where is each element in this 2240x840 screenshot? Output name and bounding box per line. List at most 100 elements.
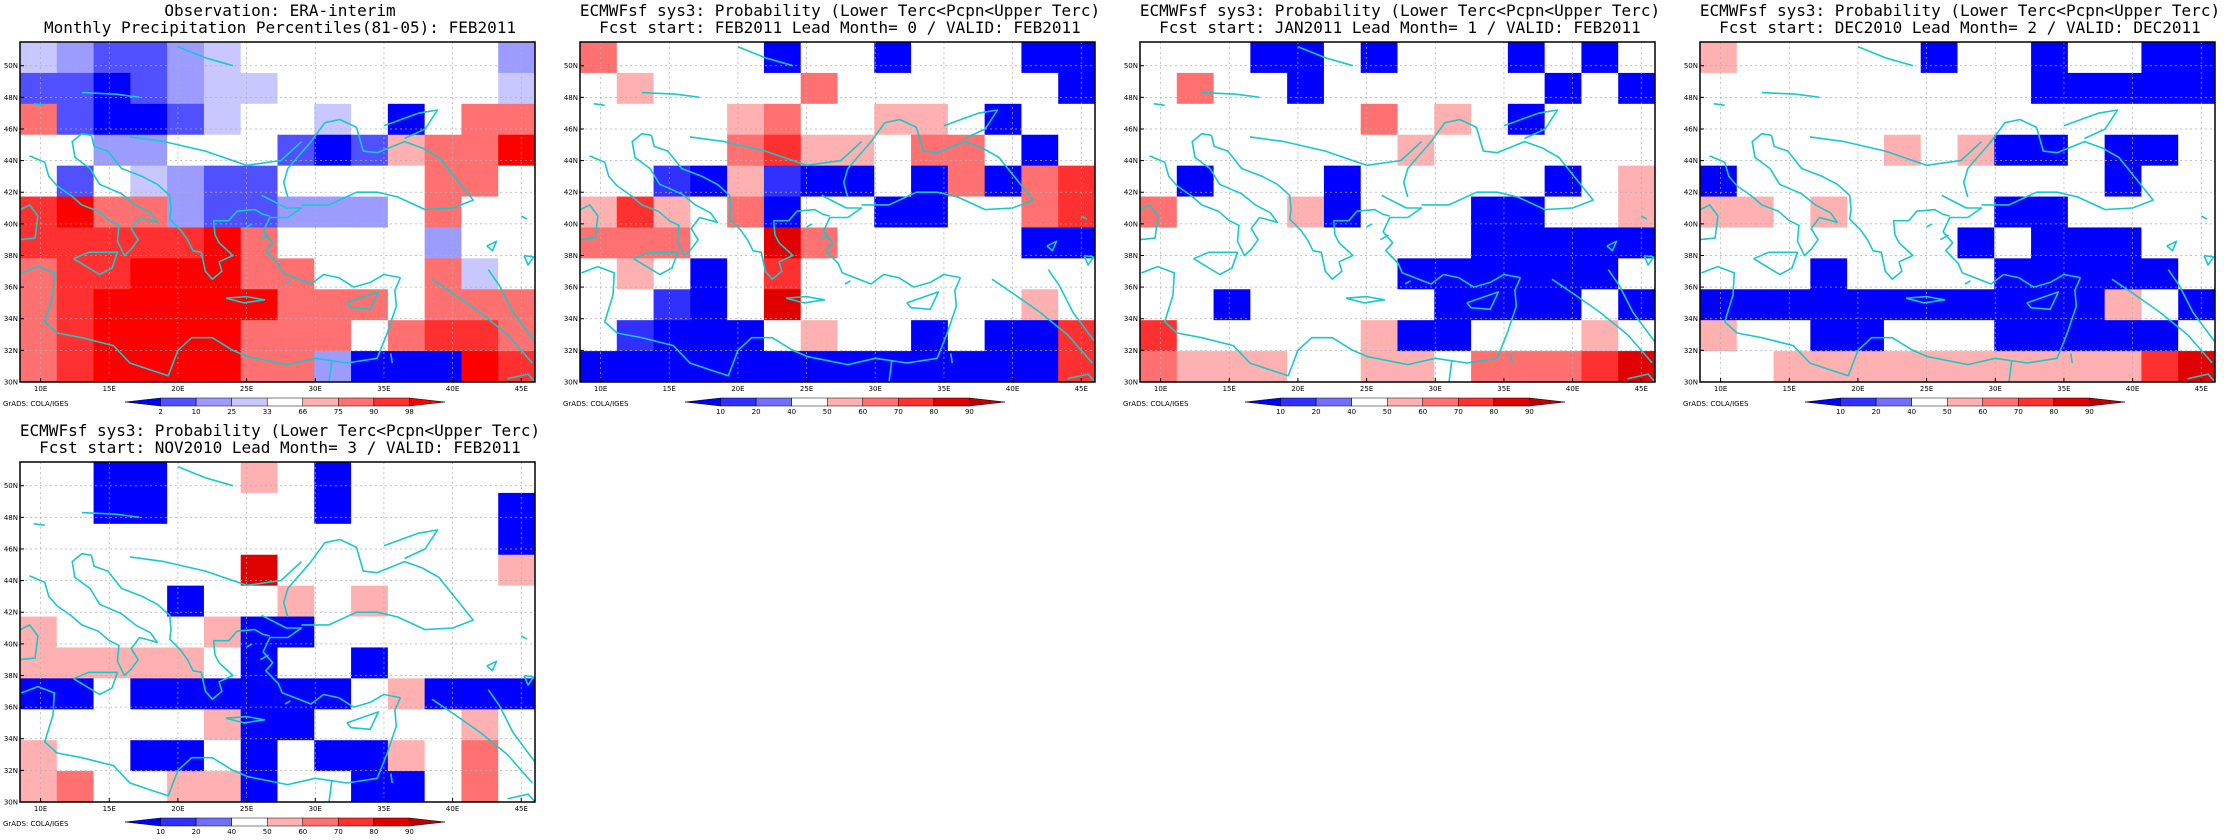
grid-cell <box>461 289 499 321</box>
grid-cell <box>763 165 802 197</box>
grid-cell <box>1058 72 1096 105</box>
panel-title-line2: Fcst start: FEB2011 Lead Month= 0 / VALI… <box>599 18 1081 37</box>
grid-cell <box>1581 134 1619 167</box>
grid-cell <box>1994 72 2032 105</box>
grid-cell <box>277 72 315 105</box>
grid-cell <box>93 585 131 617</box>
grid-cell <box>314 320 352 352</box>
grid-cell <box>20 289 58 321</box>
grid-cell <box>56 351 94 383</box>
grid-cell <box>1397 103 1435 136</box>
colorbar-label: 98 <box>405 408 414 416</box>
grid-cell <box>1176 42 1214 74</box>
grid-cell <box>1250 320 1288 352</box>
grid-cell <box>984 289 1022 321</box>
probability-map: 50N 48N 46N 44N 42N 40N 38N 36N 34N 32N 30N 10E 15E 2… <box>4 461 536 836</box>
grid-cell <box>1058 103 1096 136</box>
grid-cell <box>2104 320 2142 352</box>
lon-label: 30E <box>1989 385 2002 393</box>
lon-label: 20E <box>1291 385 1304 393</box>
coastline <box>1926 223 1933 228</box>
colorbar-segment <box>160 817 197 827</box>
coastline <box>821 194 961 288</box>
grid-cell <box>763 72 802 105</box>
grid-cell <box>1434 165 1472 197</box>
coastline <box>1669 153 1680 246</box>
coastline <box>328 361 333 382</box>
grid-cell <box>911 289 949 321</box>
grid-cell <box>2178 103 2216 136</box>
grid-cell <box>1507 227 1546 259</box>
colorbar-label: 10 <box>1836 408 1845 416</box>
grid-cell <box>947 258 986 290</box>
grid-cell <box>20 165 58 197</box>
grid-cell <box>93 462 131 494</box>
grid-cell <box>2031 227 2069 259</box>
grid-cell <box>1287 103 1325 136</box>
coastline <box>1503 109 1559 140</box>
grid-cell <box>1544 196 1582 228</box>
coastline <box>1047 269 1095 344</box>
coastline <box>90 135 271 281</box>
grid-cell <box>1810 42 1848 74</box>
colorbar-label: 50 <box>263 828 272 836</box>
grid-cell <box>1544 42 1582 74</box>
grid-cell <box>1176 196 1214 228</box>
grid-cell <box>947 227 986 259</box>
map-frame <box>19 41 536 383</box>
grid-cell <box>1021 72 1059 105</box>
colorbar-label: 50 <box>823 408 832 416</box>
grid-cell <box>1250 289 1288 321</box>
grid-cell <box>1957 227 1995 259</box>
grid-cell <box>763 42 802 74</box>
grid-cell <box>2031 42 2069 74</box>
grid-cell <box>1773 227 1811 259</box>
coastline <box>1713 102 1725 107</box>
coastline <box>29 552 159 677</box>
lon-label: 15E <box>103 385 116 393</box>
grid-cell <box>424 320 462 352</box>
grid-cell <box>653 42 691 74</box>
grid-cell <box>461 258 499 290</box>
grid-cell <box>203 103 242 136</box>
grid-cell <box>314 72 352 105</box>
grid-cell <box>56 492 94 525</box>
grid-cell <box>1360 320 1398 352</box>
grid-cell <box>424 351 462 383</box>
grid-cell <box>167 227 205 259</box>
lon-label: 35E <box>377 385 390 393</box>
grid-cell <box>653 351 691 383</box>
coastline <box>950 353 953 364</box>
colorbar-label: 20 <box>192 828 201 836</box>
coastline <box>2229 153 2240 246</box>
grid-cell <box>1700 258 1738 290</box>
grid-cell <box>2067 289 2106 321</box>
grid-cell <box>56 709 94 741</box>
grid-cell <box>1957 72 1995 105</box>
grid-cell <box>387 134 426 167</box>
grid-cell <box>837 289 875 321</box>
grid-cell <box>984 351 1022 383</box>
grid-cell <box>1847 227 1885 259</box>
lon-label: 40E <box>1566 385 1579 393</box>
grid-cell <box>837 103 875 136</box>
grid-cell <box>277 320 315 352</box>
grid-cell <box>1021 165 1059 197</box>
grid-cell <box>2141 320 2179 352</box>
grid-cell <box>351 196 389 228</box>
grid-cell <box>1140 351 1178 383</box>
grid-cell <box>130 462 168 494</box>
lat-label: 30N <box>564 379 578 387</box>
coastline <box>1857 45 1914 67</box>
grid-cell <box>203 320 242 352</box>
lat-label: 50N <box>1684 62 1698 70</box>
grid-cell <box>351 771 389 803</box>
grid-cell <box>1021 196 1059 228</box>
grid-cell <box>93 523 131 556</box>
colorbar-segment <box>409 817 446 827</box>
grid-cell <box>1323 72 1362 105</box>
grid-cell <box>1920 103 1958 136</box>
grid-cell <box>727 227 765 259</box>
grid-cell <box>1507 351 1546 383</box>
grid-cell <box>1920 165 1958 197</box>
